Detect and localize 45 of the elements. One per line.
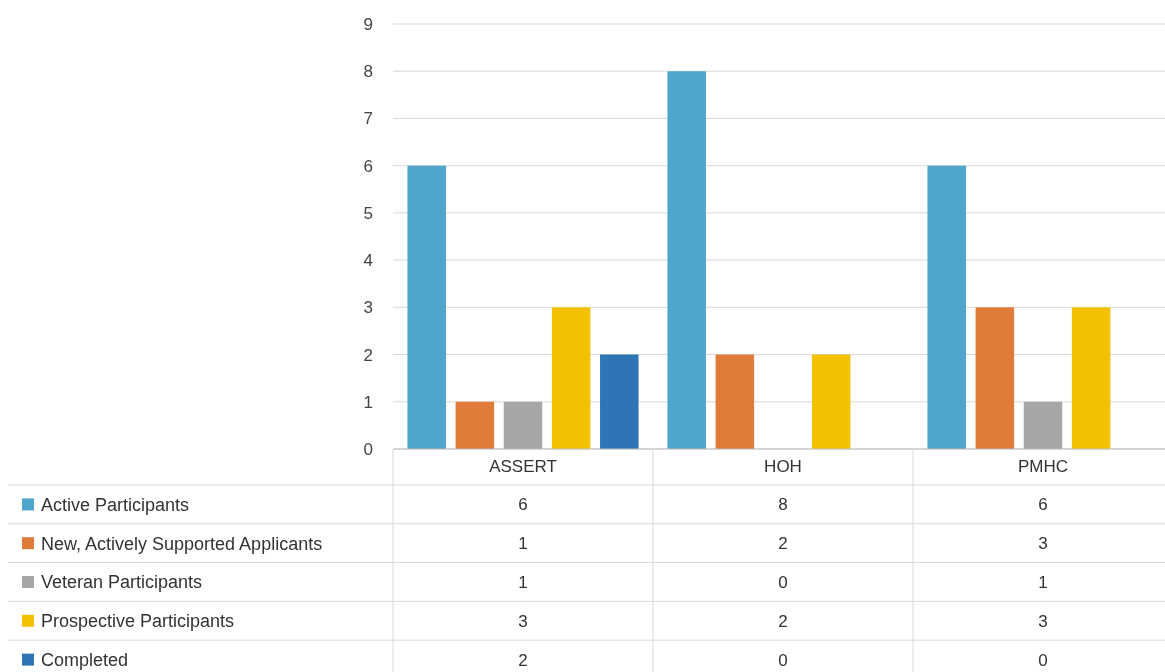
data-label: 3 xyxy=(518,611,528,631)
data-label: 0 xyxy=(778,572,788,592)
y-tick-label: 8 xyxy=(363,62,373,82)
y-tick-label: 2 xyxy=(363,345,373,365)
x-tick-label: PMHC xyxy=(1017,457,1069,476)
data-label: 3 xyxy=(1038,611,1048,631)
y-tick-label: 7 xyxy=(363,109,373,129)
y-tick-label: 3 xyxy=(363,298,373,318)
bar xyxy=(1023,401,1063,449)
data-label: 6 xyxy=(518,495,528,515)
y-tick-label: 6 xyxy=(363,156,373,176)
data-label: 3 xyxy=(1038,534,1048,554)
data-label: 1 xyxy=(1038,572,1048,592)
data-label: 2 xyxy=(778,611,788,631)
bar xyxy=(455,401,495,449)
data-label: 8 xyxy=(778,495,788,515)
bar xyxy=(407,165,446,449)
bar xyxy=(927,165,966,449)
y-tick-label: 5 xyxy=(363,203,373,223)
legend-label: Completed xyxy=(41,649,129,670)
y-tick-label: 9 xyxy=(363,14,373,34)
legend-label: New, Actively Supported Applicants xyxy=(41,533,323,554)
x-tick-label: ASSERT xyxy=(489,457,557,476)
data-label: 6 xyxy=(1038,495,1048,515)
y-tick-label: 4 xyxy=(363,251,373,271)
bar xyxy=(600,354,639,449)
x-tick-label: HOH xyxy=(764,457,802,476)
legend-label: Prospective Participants xyxy=(41,611,235,632)
bar xyxy=(551,307,591,449)
data-label: 0 xyxy=(1038,650,1048,670)
bar xyxy=(667,71,706,449)
bar xyxy=(811,354,851,449)
data-label: 1 xyxy=(518,572,528,592)
data-label: 2 xyxy=(778,534,788,554)
bar xyxy=(1071,307,1111,449)
y-tick-label: 0 xyxy=(363,439,373,459)
y-tick-label: 1 xyxy=(363,392,373,412)
bar xyxy=(503,401,543,449)
bar xyxy=(715,354,755,449)
legend-label: Veteran Participants xyxy=(41,572,203,593)
bar xyxy=(975,307,1015,449)
legend-label: Active Participants xyxy=(41,494,190,515)
data-label: 2 xyxy=(518,650,528,670)
data-label: 0 xyxy=(778,650,788,670)
data-label: 1 xyxy=(518,534,528,554)
